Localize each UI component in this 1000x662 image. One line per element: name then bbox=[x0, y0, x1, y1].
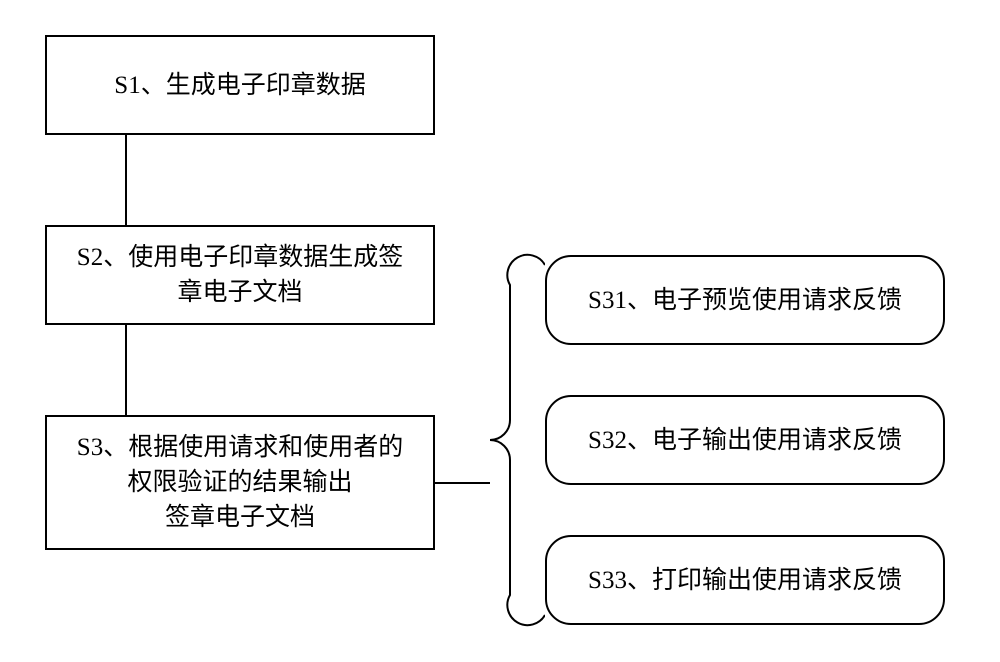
step-s31: S31、电子预览使用请求反馈 bbox=[545, 255, 945, 345]
step-s3-line1: S3、根据使用请求和使用者的 bbox=[77, 430, 403, 465]
step-s33-line1: S33、打印输出使用请求反馈 bbox=[588, 563, 902, 598]
step-s3-line2: 权限验证的结果输出 bbox=[127, 465, 352, 500]
step-s32-line1: S32、电子输出使用请求反馈 bbox=[588, 423, 902, 458]
step-s2: S2、使用电子印章数据生成签 章电子文档 bbox=[45, 225, 435, 325]
step-s33: S33、打印输出使用请求反馈 bbox=[545, 535, 945, 625]
step-s31-line1: S31、电子预览使用请求反馈 bbox=[588, 283, 902, 318]
bracket bbox=[490, 240, 545, 640]
connector-s1-s2 bbox=[125, 135, 127, 225]
connector-s3-bracket bbox=[435, 482, 490, 484]
step-s3-line3: 签章电子文档 bbox=[165, 500, 315, 535]
connector-s2-s3 bbox=[125, 325, 127, 415]
step-s32: S32、电子输出使用请求反馈 bbox=[545, 395, 945, 485]
step-s1: S1、生成电子印章数据 bbox=[45, 35, 435, 135]
step-s1-line1: S1、生成电子印章数据 bbox=[114, 68, 365, 103]
flowchart-canvas: S1、生成电子印章数据 S2、使用电子印章数据生成签 章电子文档 S3、根据使用… bbox=[0, 0, 1000, 662]
step-s2-line1: S2、使用电子印章数据生成签 bbox=[77, 240, 403, 275]
step-s2-line2: 章电子文档 bbox=[177, 275, 302, 310]
step-s3: S3、根据使用请求和使用者的 权限验证的结果输出 签章电子文档 bbox=[45, 415, 435, 550]
bracket-path bbox=[490, 255, 545, 625]
